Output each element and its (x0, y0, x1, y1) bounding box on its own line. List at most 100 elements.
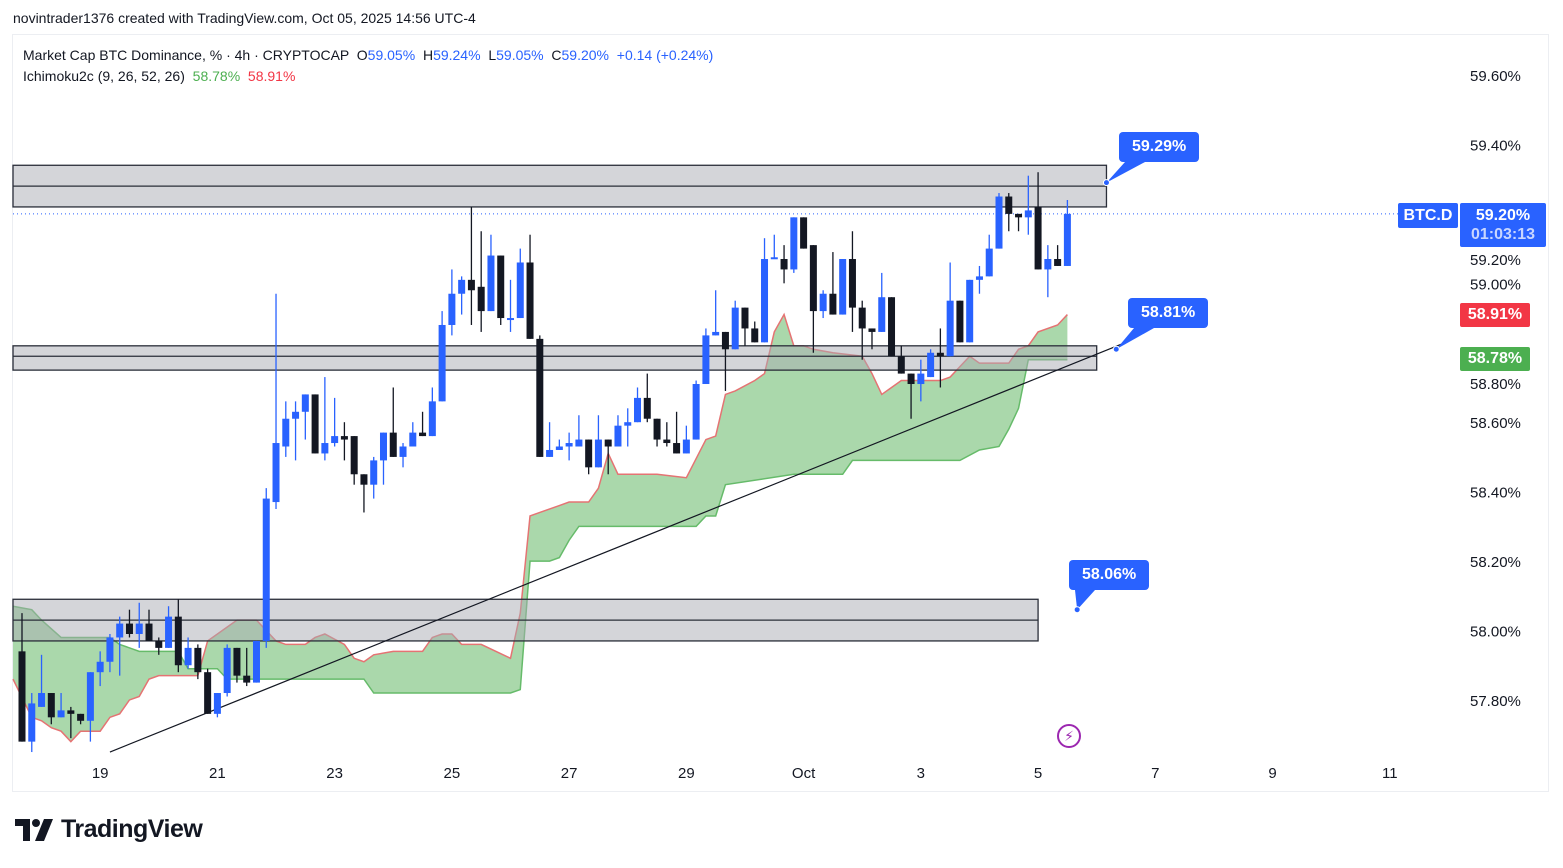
trendline-segment (109, 341, 1127, 753)
lightning-bolt-icon[interactable]: ⚡ (1057, 724, 1081, 748)
candle-down (204, 672, 212, 714)
candle-up (1024, 210, 1032, 218)
ichimoku-cloud (12, 312, 1068, 743)
candle-up (409, 432, 417, 447)
candle-up (38, 693, 46, 707)
price-callout[interactable]: 58.06% (1069, 560, 1150, 590)
callout-pointer (1116, 328, 1154, 350)
candle-down (233, 647, 241, 676)
chart-attribution: novintrader1376 created with TradingView… (13, 10, 476, 26)
high-value: 59.24% (433, 47, 481, 63)
symbol-legend-row: Market Cap BTC Dominance, % · 4h · CRYPT… (23, 45, 713, 66)
candle-down (936, 352, 944, 357)
support-resistance-zones (12, 164, 1108, 642)
candle-up (624, 422, 632, 426)
candle-down (360, 474, 368, 485)
candle-up (702, 335, 710, 385)
candle-up (614, 425, 622, 447)
candle-down (243, 675, 251, 683)
candle-up (86, 672, 94, 721)
price-callout[interactable]: 59.29% (1119, 132, 1200, 162)
candle-up (165, 616, 173, 648)
price-tick-label: 59.40% (1470, 137, 1521, 154)
chart-legend: Market Cap BTC Dominance, % · 4h · CRYPT… (23, 45, 713, 87)
candle-down (653, 418, 661, 440)
open-value: 59.05% (367, 47, 416, 63)
price-tick-label: 58.80% (1470, 376, 1521, 393)
trendline (109, 341, 1127, 753)
candle-up (1063, 213, 1071, 266)
candle-up (565, 443, 573, 447)
close-value: 59.20% (561, 47, 609, 63)
indicator-title[interactable]: Ichimoku2c (9, 26, 52, 26) (23, 68, 185, 84)
candle-up (448, 293, 456, 325)
candle-up (321, 443, 329, 454)
candle-down (419, 432, 427, 437)
candle-up (106, 637, 114, 662)
candle-down (18, 651, 26, 742)
candle-up (1044, 259, 1052, 270)
symbol-title[interactable]: Market Cap BTC Dominance, % · 4h · CRYPT… (23, 47, 349, 63)
candle-down (829, 293, 837, 315)
candle-up (839, 259, 847, 315)
candle-down (340, 436, 348, 440)
candle-up (57, 710, 65, 718)
time-tick-label: 21 (209, 765, 226, 782)
candle-up (985, 248, 993, 277)
candle-down (897, 356, 905, 374)
callout-anchor-dot (1112, 345, 1120, 353)
time-tick-label: 7 (1151, 765, 1159, 782)
ichimoku-green-tag: 58.78% (1460, 347, 1530, 371)
callout-pointer (1106, 162, 1145, 183)
candle-down (47, 693, 55, 718)
candle-up (575, 439, 583, 447)
candle-up (292, 411, 300, 419)
candle-up (331, 436, 339, 444)
price-callout[interactable]: 58.81% (1128, 298, 1209, 328)
candle-down (585, 439, 593, 468)
candle-up (917, 373, 925, 385)
candle-down (125, 623, 133, 634)
candle-down (673, 443, 681, 454)
candle-up (819, 293, 827, 312)
candle-up (555, 446, 563, 450)
candle-up (252, 640, 260, 683)
candles (18, 172, 1071, 753)
candle-down (780, 259, 788, 270)
candle-down (800, 217, 808, 249)
candle-up (692, 384, 700, 440)
candle-up (770, 257, 778, 260)
candle-down (1015, 213, 1023, 218)
candle-up (223, 647, 231, 694)
candle-down (858, 307, 866, 329)
candle-up (712, 331, 720, 336)
candle-down (67, 710, 75, 714)
cloud-fill (13, 314, 1068, 742)
ichimoku-red-tag: 58.91% (1460, 303, 1530, 327)
price-tick-label: 59.20% (1470, 252, 1521, 269)
candle-up (487, 255, 495, 312)
candle-up (438, 324, 446, 402)
time-tick-label: 29 (678, 765, 695, 782)
time-tick-label: 23 (326, 765, 343, 782)
price-tick-label: 58.00% (1470, 624, 1521, 641)
candle-up (458, 279, 466, 294)
ichimoku-span-green-line (12, 358, 1068, 694)
candle-down (145, 623, 153, 641)
last-price-value: 59.20% (1475, 207, 1531, 224)
candle-down (155, 640, 163, 648)
time-axis: 19 21 23 25 27 29 Oct 3 5 7 9 11 (92, 765, 1398, 782)
high-label: H (422, 47, 434, 63)
candle-up (301, 394, 309, 412)
candle-down (848, 259, 856, 308)
candle-up (516, 262, 524, 319)
candle-up (634, 397, 642, 423)
indicator-legend-row: Ichimoku2c (9, 26, 52, 26) 58.78% 58.91% (23, 66, 713, 87)
time-tick-label: 5 (1034, 765, 1042, 782)
candle-up (507, 318, 514, 321)
candle-down (663, 439, 671, 444)
low-label: L (488, 47, 497, 63)
candle-down (174, 616, 182, 666)
price-zone (12, 345, 1098, 371)
